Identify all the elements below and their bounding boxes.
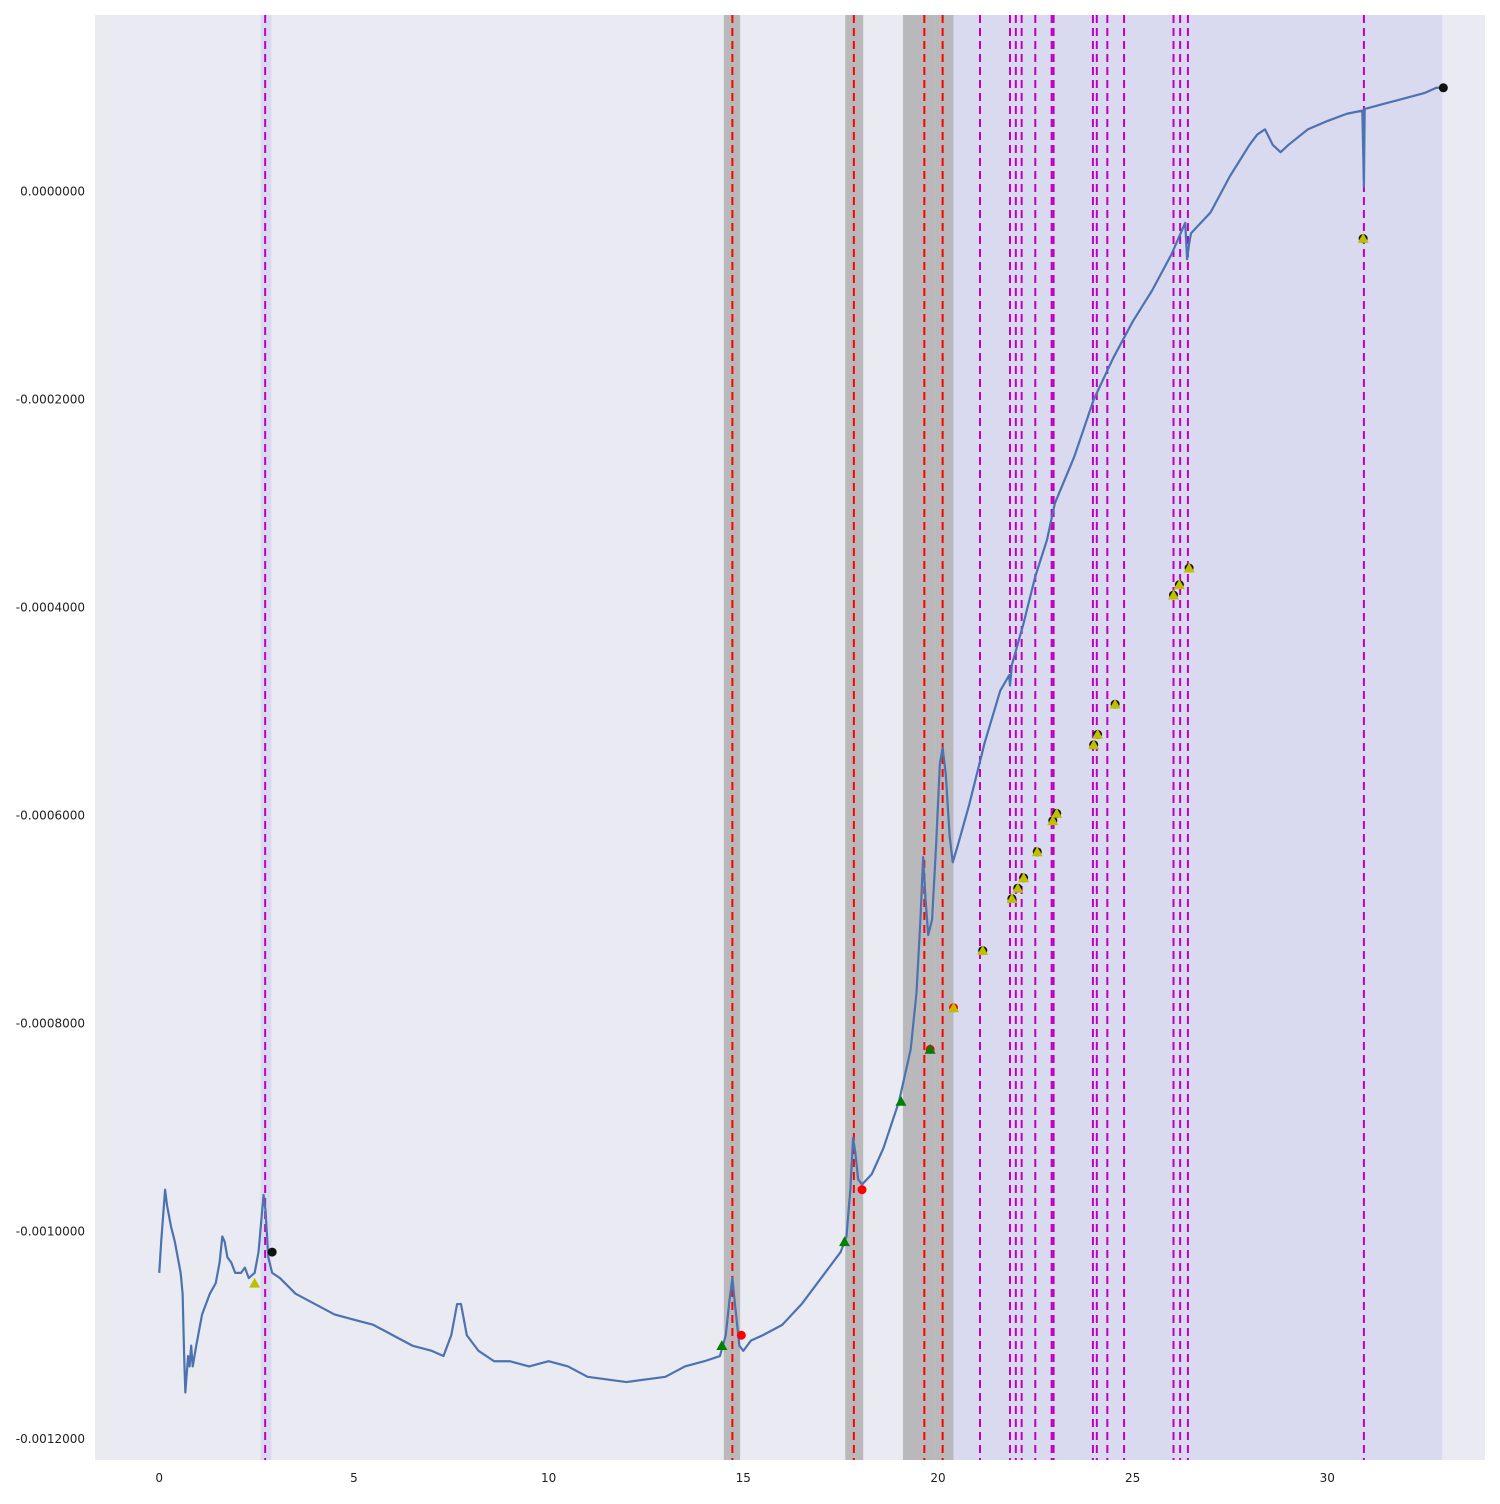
- y-tick-label: -0.0006000: [16, 808, 85, 822]
- series-line: [158, 86, 1443, 1394]
- black-circle-marker: [1438, 83, 1448, 93]
- yellow-triangle-marker: [1173, 579, 1185, 590]
- x-tick-label: 15: [736, 1471, 751, 1485]
- yellow-triangle-marker: [1168, 589, 1180, 600]
- yellow-triangle-marker: [1018, 872, 1030, 883]
- black-circle-marker: [267, 1247, 277, 1257]
- y-tick-label: -0.0002000: [16, 393, 85, 407]
- yellow-triangle-marker: [1092, 728, 1104, 739]
- y-axis: 0.0000000 -0.0002000 -0.0004000 -0.0006000 -…: [16, 185, 85, 1446]
- yellow-triangle-marker: [1357, 233, 1369, 243]
- green-triangle-marker: [895, 1095, 907, 1106]
- x-tick-label: 0: [155, 1471, 163, 1485]
- yellow-triangle-marker: [1088, 739, 1100, 750]
- x-tick-label: 10: [541, 1471, 556, 1485]
- y-tick-label: -0.0010000: [16, 1224, 85, 1238]
- yellow-triangle-marker: [1012, 882, 1024, 893]
- y-tick-label: 0.0000000: [20, 185, 85, 199]
- red-circle-marker: [736, 1330, 746, 1340]
- yellow-triangle-marker: [1051, 807, 1063, 818]
- gray-shaded-region: [902, 15, 935, 1460]
- yellow-triangle-marker: [249, 1277, 261, 1288]
- green-triangle-marker: [839, 1236, 851, 1247]
- green-triangle-marker: [716, 1340, 728, 1351]
- x-axis: 0 5 10 15 20 25 30: [155, 1471, 1335, 1485]
- yellow-triangle-marker: [1031, 846, 1043, 857]
- x-tick-label: 30: [1320, 1471, 1335, 1485]
- x-tick-label: 25: [1125, 1471, 1140, 1485]
- y-tick-label: -0.0008000: [16, 1016, 85, 1030]
- x-tick-label: 5: [350, 1471, 358, 1485]
- green-triangle-marker: [924, 1043, 936, 1054]
- yellow-triangle-marker: [977, 945, 989, 956]
- red-circle-marker: [857, 1185, 867, 1195]
- light-shaded-region: [953, 15, 1443, 1460]
- y-tick-label: -0.0004000: [16, 601, 85, 615]
- yellow-triangle-marker: [1047, 815, 1059, 826]
- series-layer: [158, 86, 1443, 1394]
- markers-layer: [249, 83, 1448, 1351]
- x-tick-label: 20: [930, 1471, 945, 1485]
- yellow-triangle-marker: [1183, 562, 1195, 573]
- gray-shaded-region: [934, 15, 954, 1460]
- yellow-triangle-marker: [1006, 893, 1018, 904]
- y-tick-label: -0.0012000: [16, 1432, 85, 1446]
- yellow-triangle-marker: [948, 1002, 960, 1013]
- yellow-triangle-marker: [1109, 698, 1121, 709]
